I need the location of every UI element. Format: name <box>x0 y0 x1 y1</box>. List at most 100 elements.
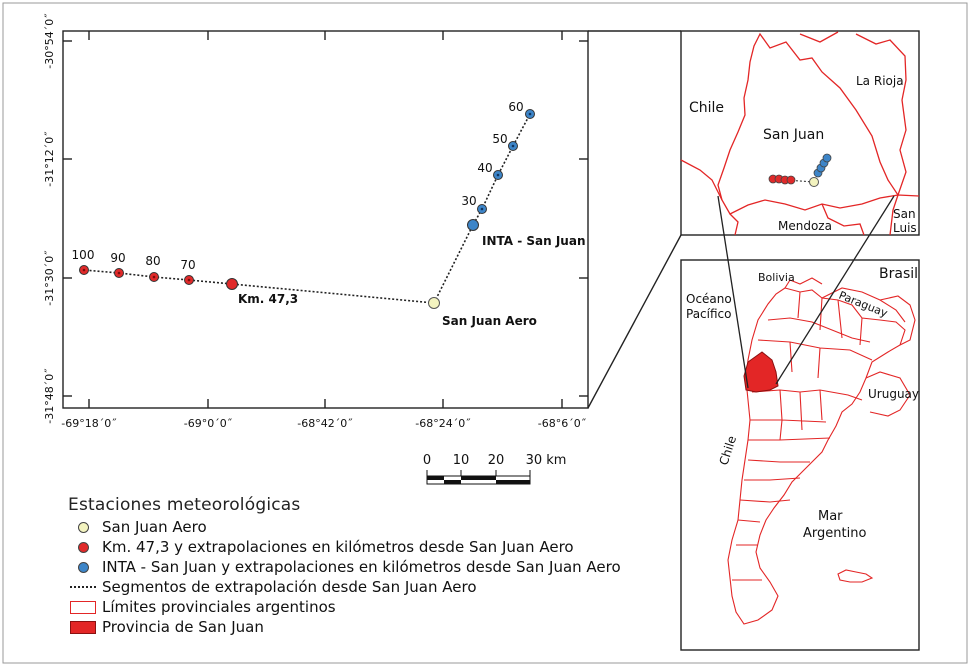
inset-label-san: San <box>893 207 916 221</box>
country-label-mar: Mar <box>818 509 843 524</box>
province-inset-frame <box>680 30 920 236</box>
label-km-80: 80 <box>145 254 160 268</box>
inta-dot-50 <box>511 144 515 148</box>
y-tick-label-2: -31°12´0˝ <box>43 131 56 187</box>
legend-title: Estaciones meteorológicas <box>68 495 301 515</box>
inta-dot-40 <box>496 173 500 177</box>
inset-blue-4 <box>822 153 832 163</box>
connector-bottom <box>587 234 682 409</box>
province-borders-south <box>732 477 801 581</box>
legend-item-boundaries: Límites provinciales argentinos <box>68 597 668 617</box>
country-label-argentino: Argentino <box>803 526 866 541</box>
x-tick-label-4: -68°24´0˝ <box>415 417 471 430</box>
label-km-100: 100 <box>72 248 95 262</box>
label-km-90: 90 <box>110 251 125 265</box>
scale-bar-segment-4 <box>496 480 530 484</box>
label-inta-50: 50 <box>492 132 507 146</box>
legend-symbol-inta <box>68 558 98 576</box>
label-inta-40: 40 <box>477 161 492 175</box>
brasil-border <box>879 295 916 346</box>
dotted-line-icon <box>70 586 96 588</box>
km-47-3-station <box>226 278 238 290</box>
scale-bar-segment-3 <box>461 476 496 480</box>
x-tick-label-5: -68°6´0˝ <box>538 417 587 430</box>
legend-symbol-boundaries <box>68 598 98 616</box>
scale-label-30-km: 30 km <box>526 453 567 468</box>
filled-box-icon <box>70 620 96 634</box>
scale-label-10: 10 <box>453 453 470 468</box>
legend-symbol-segments <box>68 578 98 596</box>
legend-label-segments: Segmentos de extrapolación desde San Jua… <box>102 578 477 596</box>
label-inta-60: 60 <box>508 100 523 114</box>
extrapolation-segment-west <box>83 269 435 304</box>
province-inset: Chile La Rioja San Juan Mendoza San Luis <box>680 30 920 236</box>
country-label-pacifico: Pacífico <box>686 307 731 321</box>
red-dot-icon <box>77 541 89 553</box>
scale-bar-segment-2 <box>444 480 461 484</box>
scale-label-20: 20 <box>488 453 505 468</box>
y-tick-label-4: -31°48´0˝ <box>43 368 56 424</box>
san-luis-border <box>889 194 920 236</box>
legend-symbol-km <box>68 538 98 556</box>
legend-symbol-province <box>68 618 98 636</box>
country-label-oceano: Océano <box>686 292 732 306</box>
extrapolation-segment-northeast <box>433 113 531 304</box>
legend-item-segments: Segmentos de extrapolación desde San Jua… <box>68 577 668 597</box>
main-map: -30°54´0˝ -31°12´0˝ -31°30´0˝ -31°48´0˝ … <box>43 13 589 430</box>
label-km-47-3: Km. 47,3 <box>238 292 298 306</box>
inta-dot-30 <box>480 207 484 211</box>
inset-aero-point <box>809 177 819 187</box>
san-juan-aero-station <box>428 297 440 309</box>
paraguay-border <box>821 287 906 323</box>
scale-label-0: 0 <box>423 453 431 468</box>
legend-label-boundaries: Límites provinciales argentinos <box>102 598 336 616</box>
country-label-uruguay: Uruguay <box>868 387 919 401</box>
legend-label-inta: INTA - San Juan y extrapolaciones en kil… <box>102 558 621 576</box>
y-tick-label-3: -31°30´0˝ <box>43 250 56 306</box>
country-label-brasil: Brasil <box>879 266 918 282</box>
la-rioja-border <box>799 31 907 196</box>
chile-border-inset <box>680 159 723 201</box>
inta-san-juan-station <box>467 219 479 231</box>
bolivia-border <box>784 277 823 289</box>
inset-label-luis: Luis <box>893 221 917 235</box>
argentina-outline <box>727 287 906 625</box>
inset-label-chile: Chile <box>689 100 724 116</box>
label-km-70: 70 <box>180 258 195 272</box>
country-inset: Bolivia Brasil Océano Pacífico Paraguay … <box>680 195 920 651</box>
san-juan-province-highlight <box>743 351 779 393</box>
inta-inner-dots <box>480 112 532 211</box>
yellow-dot-icon <box>77 521 89 533</box>
km-inner-dots <box>82 268 191 282</box>
mendoza-border <box>729 203 865 236</box>
inset-red-4 <box>786 175 796 185</box>
outline-box-icon <box>70 600 96 614</box>
km-dot-90 <box>117 271 121 275</box>
x-tick-label-2: -69°0´0˝ <box>184 417 233 430</box>
km-dot-70 <box>187 278 191 282</box>
label-san-juan-aero: San Juan Aero <box>442 314 537 328</box>
connector-inset-left <box>717 195 749 389</box>
label-inta-30: 30 <box>461 194 476 208</box>
uruguay-border <box>865 371 911 417</box>
km-dot-100 <box>82 268 86 272</box>
inset-label-san-juan: San Juan <box>763 127 824 143</box>
san-juan-province-border <box>717 32 900 215</box>
legend-label-aero: San Juan Aero <box>102 518 207 536</box>
x-tick-label-3: -68°42´0˝ <box>297 417 353 430</box>
connector-inset-right <box>775 195 895 385</box>
inset-blue-points <box>813 153 832 178</box>
legend-item-inta: INTA - San Juan y extrapolaciones en kil… <box>68 557 668 577</box>
legend-item-san-juan-aero: San Juan Aero <box>68 517 668 537</box>
legend-item-km: Km. 47,3 y extrapolaciones en kilómetros… <box>68 537 668 557</box>
main-map-ticks <box>63 31 588 408</box>
legend: Estaciones meteorológicas San Juan Aero … <box>68 495 668 637</box>
malvinas-islands <box>837 569 874 583</box>
y-tick-label-1: -30°54´0˝ <box>43 13 56 69</box>
label-inta-san-juan: INTA - San Juan <box>482 234 586 248</box>
province-borders-center <box>747 389 863 463</box>
inset-red-points <box>768 174 796 185</box>
scale-bar: 0 10 20 30 km <box>423 453 567 485</box>
province-borders-north <box>757 291 873 379</box>
